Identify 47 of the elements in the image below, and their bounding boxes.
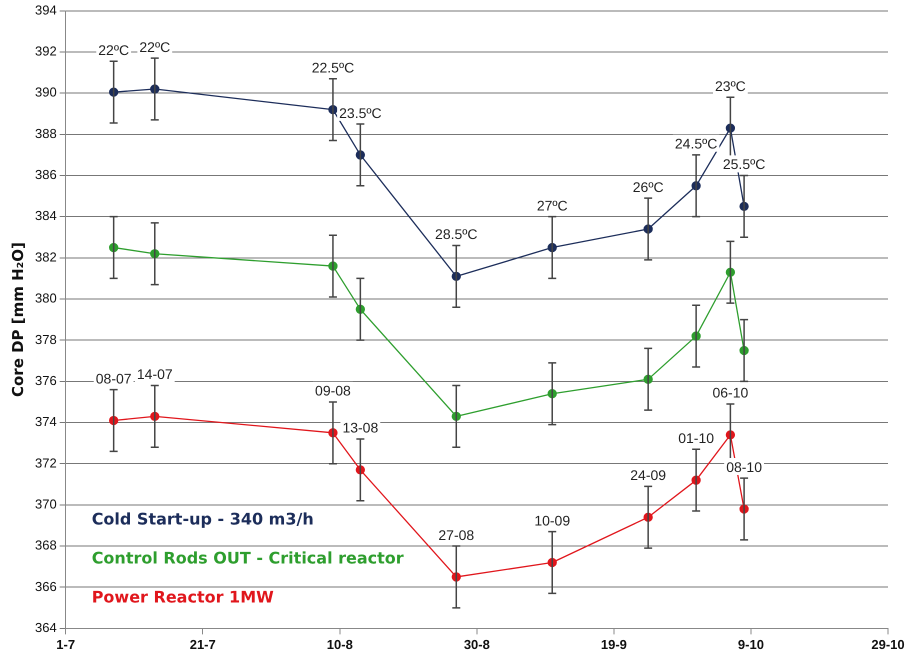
annotation: 01-10 (678, 430, 714, 446)
y-tick-label: 366 (34, 578, 57, 594)
y-tick-label: 378 (34, 332, 57, 347)
annotation: 22ºC (139, 38, 170, 55)
y-tick-label: 370 (34, 496, 57, 512)
annotation: 26ºC (632, 178, 664, 195)
annotation: 23.5ºC (339, 104, 382, 121)
text: Cold Start-up - 340 m3/h (92, 510, 314, 529)
annotation: 24-09 (630, 467, 666, 484)
x-tick-label: 21-7 (190, 636, 216, 652)
annotation: 06-10 (712, 384, 749, 401)
y-tick-label: 372 (34, 455, 57, 470)
annotation: 28.5ºC (435, 226, 478, 242)
annotation: 08-10 (726, 458, 762, 475)
annotation: 08-07 (96, 370, 132, 386)
annotation: 23ºC (714, 78, 746, 94)
x-tick-label: 10-8 (326, 636, 353, 652)
y-tick-label: 364 (34, 620, 57, 635)
annotation: 27-08 (438, 526, 474, 543)
annotation: 27ºC (536, 197, 568, 214)
annotation: 14-07 (136, 366, 173, 382)
y-tick-label: 376 (34, 372, 57, 388)
annotation: 09-08 (315, 382, 352, 399)
text: Power Reactor 1MW (92, 588, 274, 607)
y-tick-label: 388 (34, 126, 57, 141)
text: Control Rods OUT - Critical reactor (92, 548, 404, 568)
y-tick-label: 390 (34, 84, 57, 100)
x-tick-label: 29-10 (871, 636, 905, 652)
annotation: 22ºC (98, 42, 130, 58)
x-tick-label: 30-8 (464, 636, 490, 652)
y-axis-title: Core DP [mm H₂O] (8, 242, 27, 398)
x-tick-label: 9-10 (738, 636, 764, 652)
annotation: 13-08 (342, 420, 378, 436)
y-tick-label: 380 (34, 290, 57, 306)
annotation: 10-09 (534, 512, 570, 528)
y-tick-label: 374 (34, 414, 57, 430)
x-tick-label: 19-9 (600, 636, 627, 652)
annotation: 22.5ºC (312, 59, 354, 76)
annotation: 24.5ºC (674, 136, 718, 152)
y-tick-label: 368 (34, 538, 57, 553)
y-tick-label: 392 (34, 44, 57, 59)
y-tick-label: 382 (34, 249, 57, 264)
y-tick-label: 386 (34, 167, 57, 182)
y-tick-label: 384 (34, 208, 57, 224)
y-tick-label: 394 (34, 2, 57, 18)
annotation: 25.5ºC (722, 156, 766, 172)
x-tick-label: 1-7 (56, 636, 76, 652)
